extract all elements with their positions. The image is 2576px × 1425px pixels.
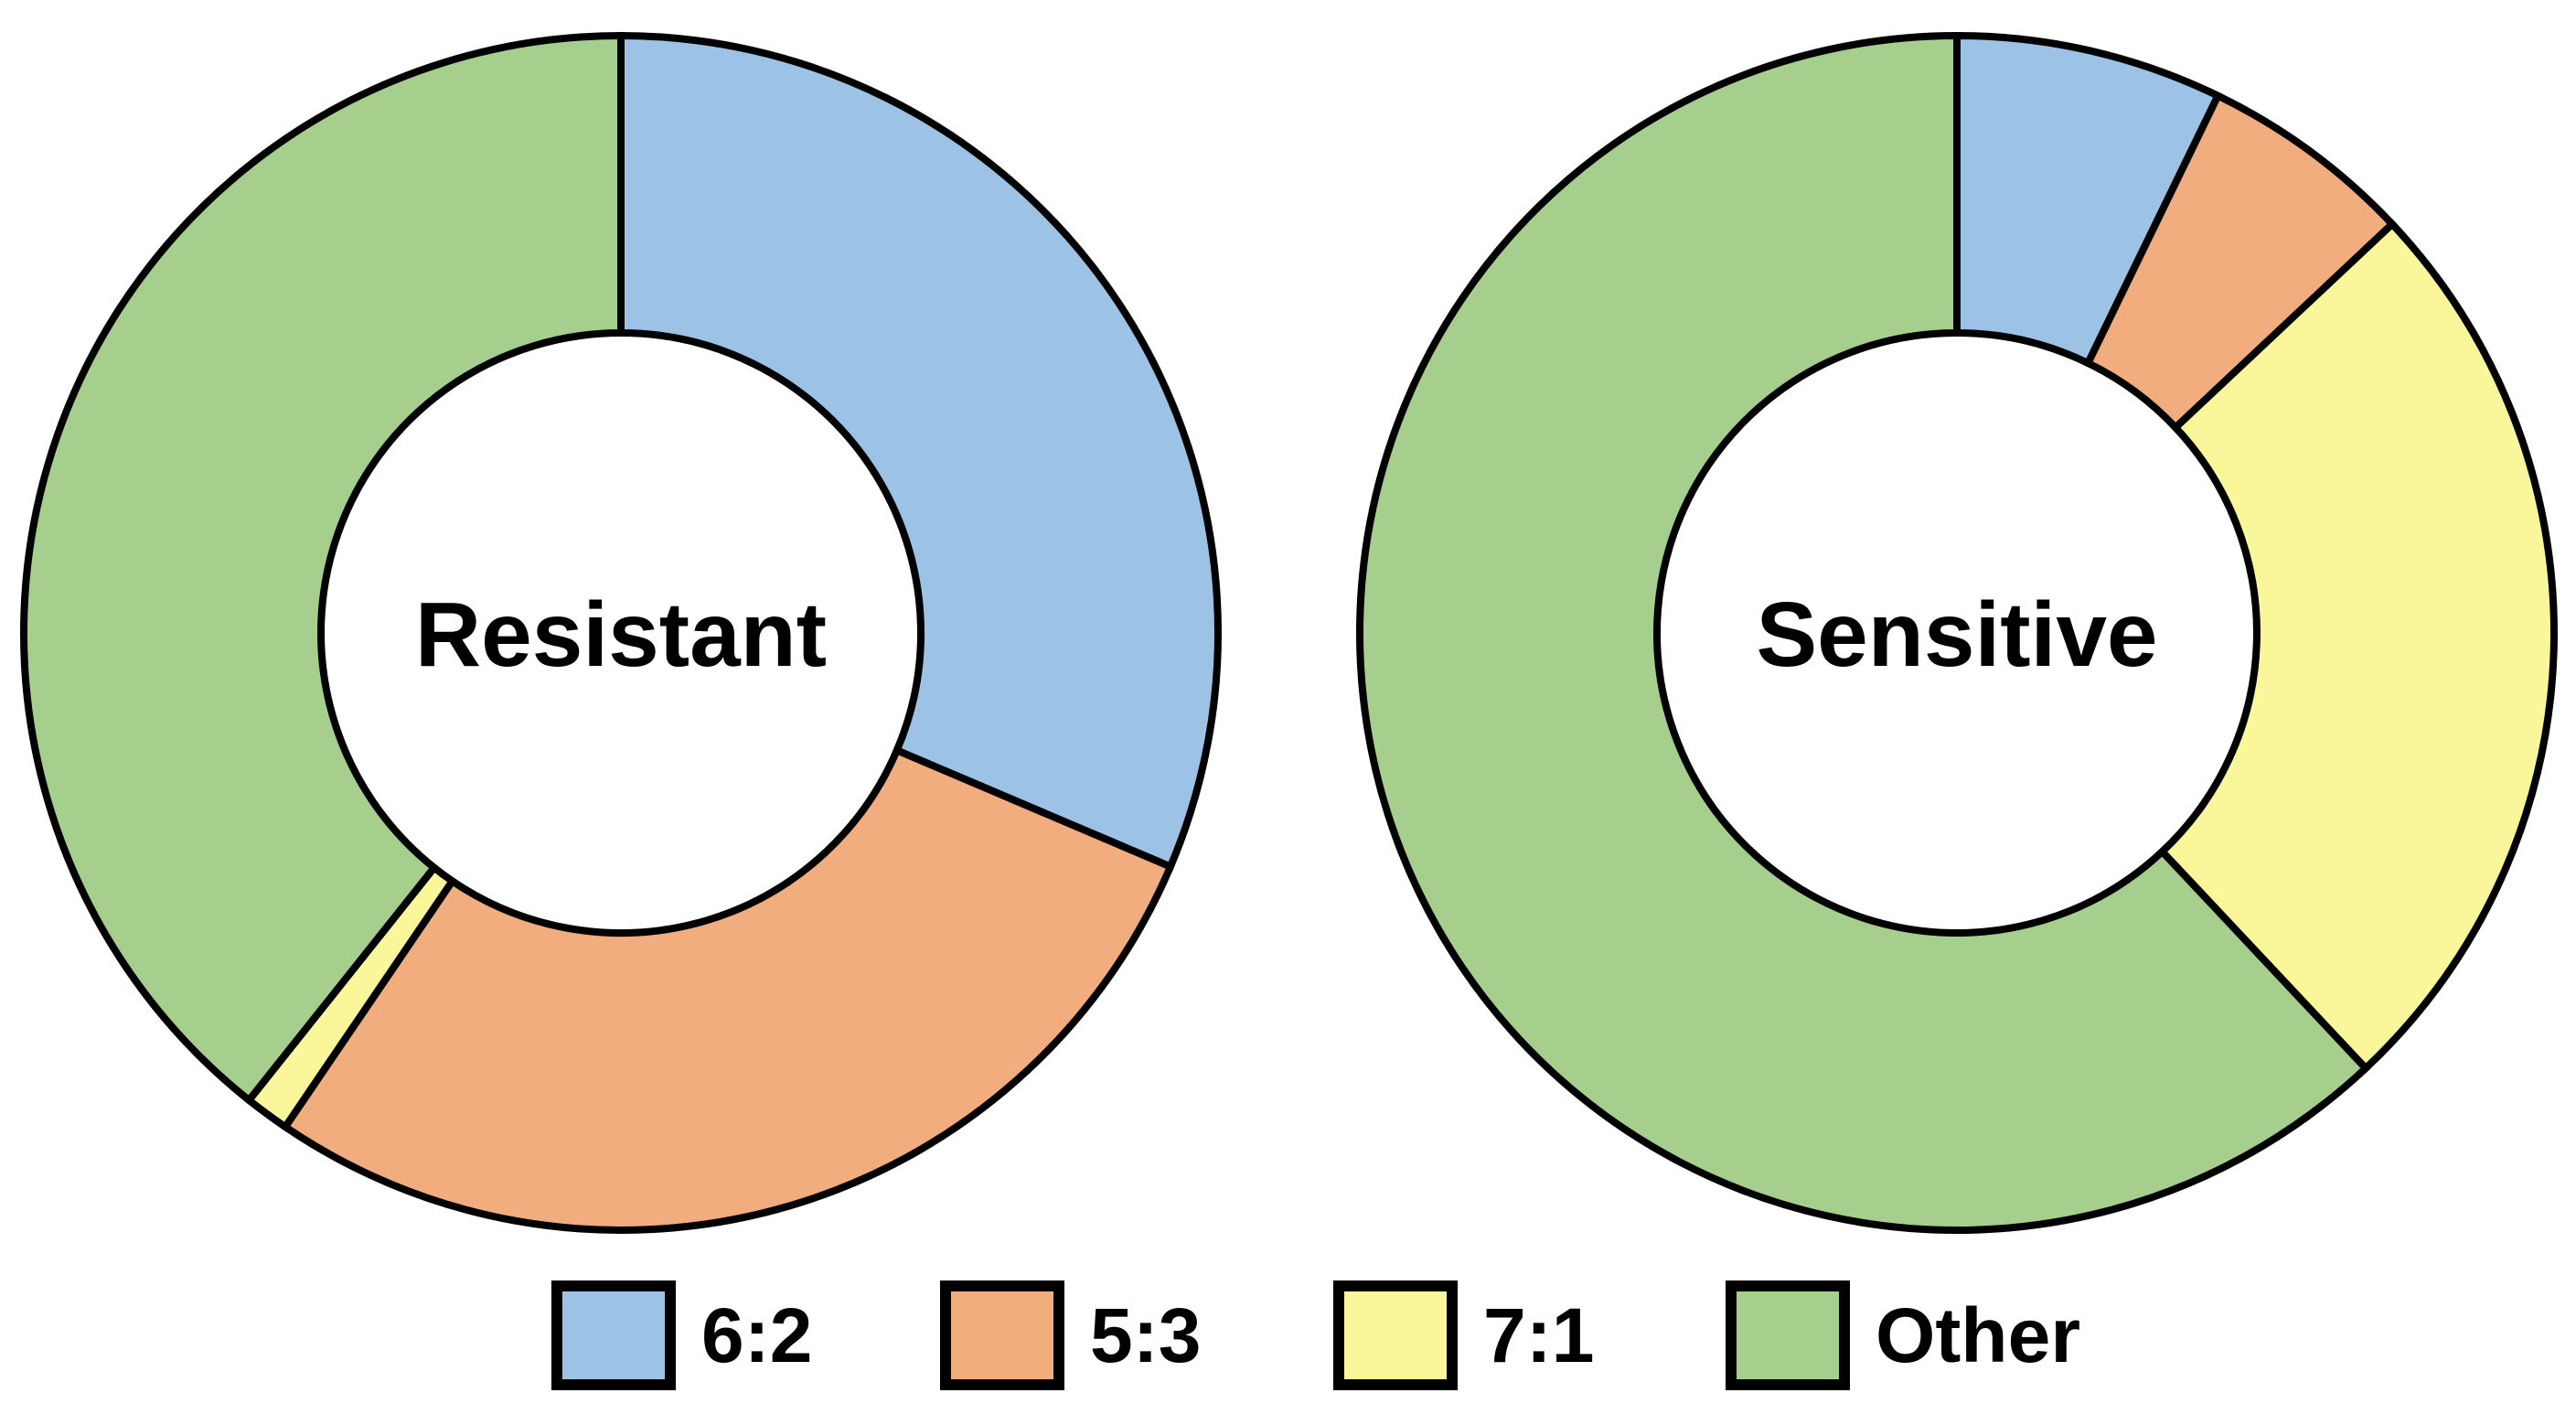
- legend: 6:2 5:3 7:1 Other: [0, 1279, 2576, 1398]
- donut-center-label-sensitive: Sensitive: [1756, 584, 2157, 686]
- sensitive-slice-other: [1356, 31, 2371, 1234]
- legend-item-6-2: 6:2: [551, 1279, 812, 1392]
- sensitive-slice-7-1: [2156, 219, 2558, 1074]
- resistant-slice-5-3: [280, 745, 1176, 1234]
- resistant-slice-other: [20, 31, 625, 1106]
- legend-swatch-7-1: [1333, 1280, 1458, 1390]
- donut-chart-sensitive: Sensitive: [1356, 31, 2558, 1234]
- resistant-slice-6-2: [617, 31, 1222, 872]
- legend-label-7-1: 7:1: [1483, 1292, 1595, 1378]
- legend-item-7-1: 7:1: [1333, 1279, 1594, 1392]
- legend-item-5-3: 5:3: [940, 1279, 1201, 1392]
- legend-label-5-3: 5:3: [1090, 1292, 1202, 1378]
- legend-label-other: Other: [1876, 1292, 2081, 1378]
- legend-item-other: Other: [1726, 1279, 2080, 1392]
- legend-swatch-5-3: [940, 1280, 1064, 1390]
- donut-center-label-resistant: Resistant: [415, 584, 827, 686]
- legend-swatch-6-2: [551, 1280, 676, 1390]
- legend-swatch-other: [1726, 1280, 1850, 1390]
- legend-label-6-2: 6:2: [701, 1292, 813, 1378]
- donut-chart-resistant: Resistant: [20, 31, 1222, 1234]
